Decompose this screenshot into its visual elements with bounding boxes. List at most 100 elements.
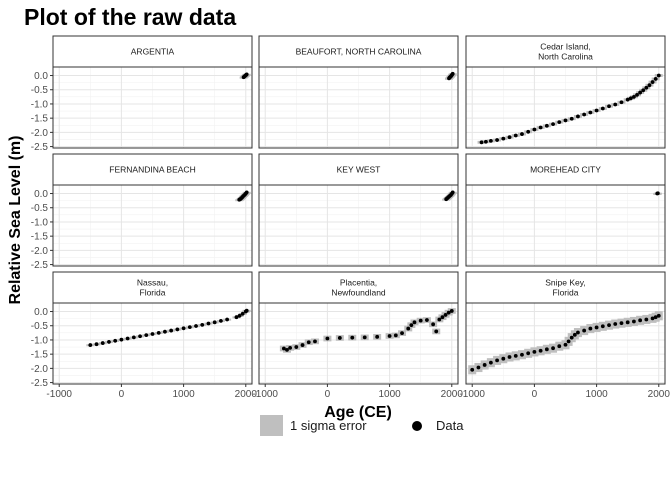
data-point [443, 313, 448, 317]
data-point [656, 73, 661, 78]
facet-panel-beaufort-north-carolina: BEAUFORT, NORTH CAROLINA [258, 35, 459, 149]
data-point [194, 324, 198, 328]
y-tick-label: -0.5 [31, 203, 49, 214]
panel-border [52, 184, 253, 267]
data-point [544, 347, 549, 352]
gridlines [53, 67, 252, 148]
y-tick-label: -1.0 [31, 99, 49, 110]
data-point [501, 136, 506, 141]
panel-border [258, 302, 459, 385]
x-axis-label: Age (CE) [324, 404, 392, 421]
facet-strip-label: Florida [553, 288, 579, 298]
data-point [169, 328, 174, 333]
gridlines [259, 67, 458, 148]
facet-strip-label: Placentia, [340, 278, 377, 288]
data-point [625, 97, 630, 102]
data-point [488, 360, 493, 365]
data-point [225, 317, 230, 322]
data-point [572, 332, 577, 337]
data-point [107, 340, 111, 344]
data-point [563, 118, 568, 123]
data-point [588, 110, 593, 115]
data-points [470, 313, 661, 372]
facet-strip [258, 271, 459, 304]
facet-strip-label: ARGENTIA [131, 47, 175, 57]
data-point [495, 138, 499, 142]
y-tick-label: -1.5 [31, 232, 49, 243]
data-point [187, 325, 192, 330]
data-point [507, 135, 512, 140]
data-point [212, 320, 217, 325]
facet-strip [465, 271, 666, 304]
x-tick-label: -1000 [459, 389, 485, 400]
data-point [526, 129, 531, 134]
data-point [412, 320, 417, 325]
data-points [237, 190, 249, 202]
data-point [569, 116, 574, 121]
facet-panel-cedar-island-north-carolina: Cedar Island,North Carolina [465, 35, 666, 149]
facet-panel-nassau-florida: Nassau,Florida 0.0 -0.5 -1.0 -1.5 -2.0 -2.5-10… [31, 271, 257, 400]
data-point [350, 335, 355, 340]
data-point [425, 318, 429, 322]
y-tick-label: -1.5 [31, 114, 49, 125]
data-point [285, 347, 289, 352]
data-points [655, 191, 660, 196]
facet-panel-key-west: KEY WEST [258, 153, 459, 267]
data-point [582, 112, 587, 117]
y-tick-label: -0.5 [31, 85, 49, 96]
data-point [306, 340, 311, 345]
data-point [644, 85, 649, 90]
data-point [576, 330, 580, 335]
data-point [163, 329, 167, 334]
data-point [144, 333, 149, 338]
data-point [557, 120, 562, 125]
data-point [393, 333, 398, 338]
facet-panel-argentia: ARGENTIA 0.0 -0.5 -1.0 -1.5 -2.0 -2.5 [31, 35, 253, 153]
data-point [482, 363, 487, 367]
y-tick-label: 0.0 [34, 71, 48, 82]
data-points [88, 308, 249, 347]
data-point [520, 352, 524, 357]
data-point [409, 323, 414, 328]
y-tick-label: -2.5 [31, 378, 49, 389]
data-point [434, 329, 439, 334]
data-point [156, 330, 161, 335]
x-tick-label: 0 [325, 389, 331, 400]
data-point [495, 358, 499, 363]
legend-data-marker [412, 421, 422, 431]
data-point [613, 322, 618, 326]
data-point [387, 334, 392, 338]
facet-panel-snipe-key-florida: Snipe Key,Florida -1000 0 1000 2000 [459, 271, 671, 400]
x-tick-label: 0 [119, 389, 125, 400]
data-point [400, 331, 404, 336]
data-point [94, 342, 99, 347]
data-point [484, 139, 488, 144]
data-point [244, 308, 249, 313]
facet-strip-label: Snipe Key, [545, 278, 585, 288]
y-tick-label: 0.0 [34, 189, 48, 200]
data-point [638, 318, 643, 323]
data-point [362, 335, 367, 340]
x-tick-label: 1000 [585, 389, 608, 400]
data-point [337, 336, 342, 340]
data-points [447, 71, 455, 81]
legend-error-label: 1 sigma error [290, 418, 367, 433]
data-point [644, 317, 649, 322]
x-tick-label: 1000 [378, 389, 401, 400]
data-point [607, 323, 611, 328]
data-point [513, 353, 518, 358]
data-point [600, 324, 605, 329]
x-tick-label: 2000 [441, 389, 464, 400]
data-point [632, 94, 636, 99]
data-point [294, 345, 299, 349]
facet-strip-label: FERNANDINA BEACH [109, 165, 195, 175]
y-tick-label: -1.0 [31, 335, 49, 346]
y-tick-label: -2.5 [31, 260, 49, 271]
data-point [219, 319, 223, 323]
data-point [650, 80, 655, 84]
x-tick-label: 2000 [648, 389, 671, 400]
legend-error-swatch [260, 415, 283, 436]
y-tick-label: -2.5 [31, 142, 49, 153]
